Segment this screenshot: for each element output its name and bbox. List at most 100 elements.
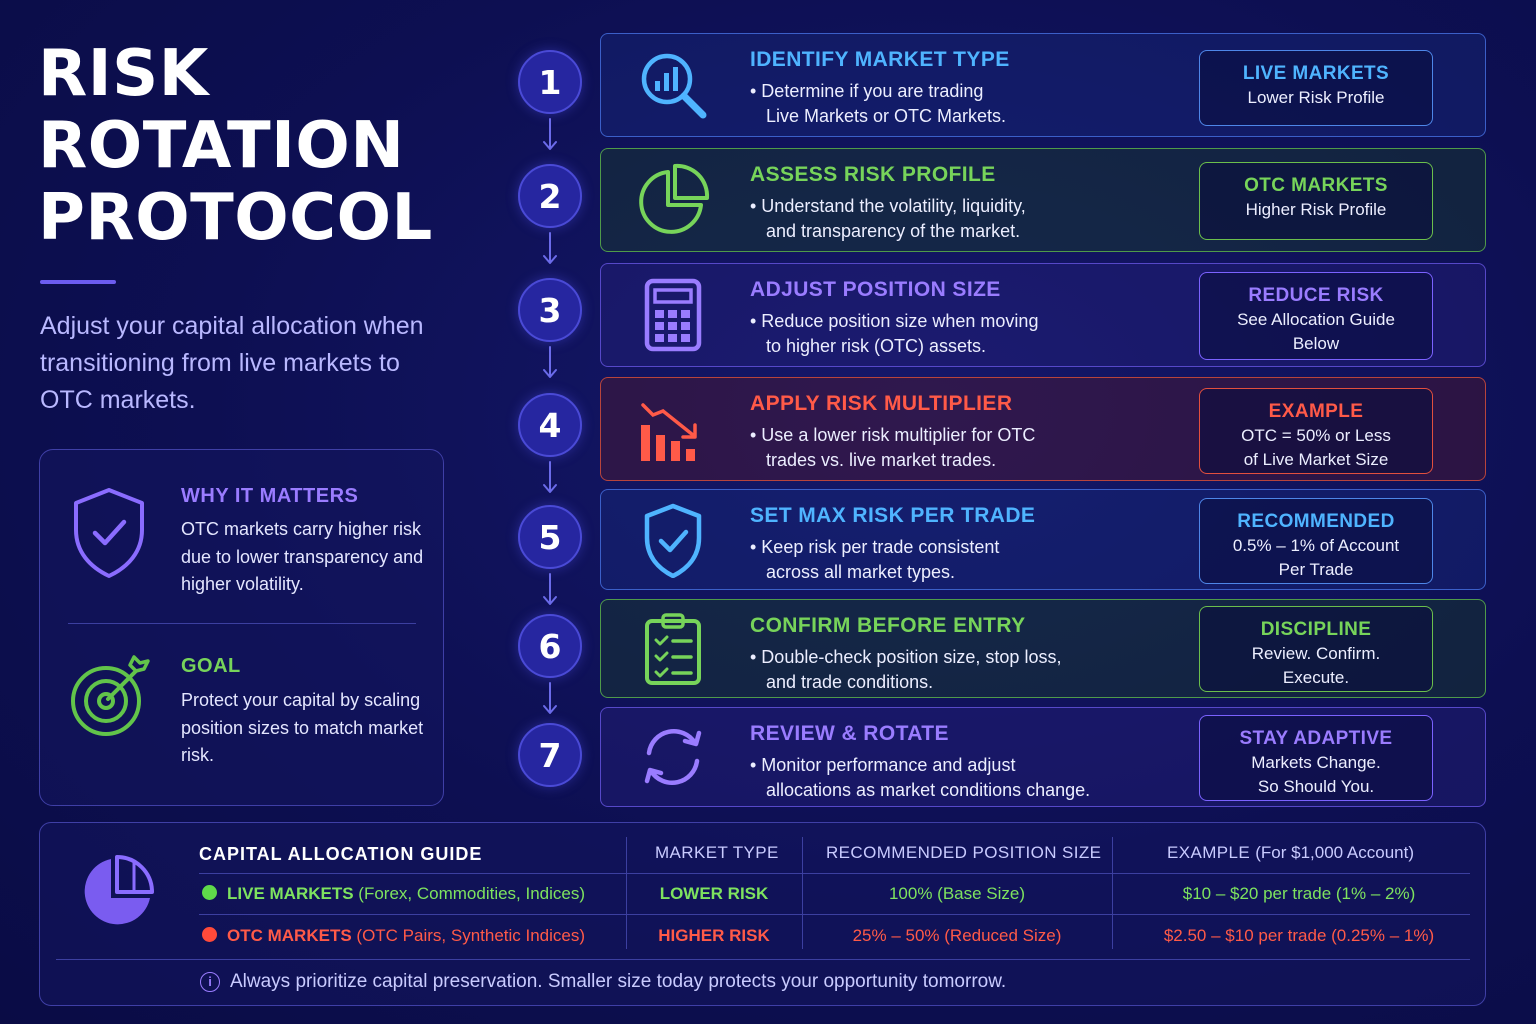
step-tag-line: Lower Risk Profile (1247, 88, 1385, 107)
step-description: • Use a lower risk multiplier for OTC tr… (750, 425, 1036, 470)
step-tag: DISCIPLINE Review. Confirm. Execute. (1199, 606, 1433, 692)
step-description: • Understand the volatility, liquidity, … (750, 196, 1026, 241)
info-card: WHY IT MATTERS OTC markets carry higher … (39, 449, 444, 806)
table-cell-otc-example: $2.50 – $10 per trade (0.25% – 1%) (1163, 926, 1435, 945)
step-title: IDENTIFY MARKET TYPE (750, 48, 1010, 71)
step-tag-line: See Allocation Guide (1237, 310, 1395, 329)
down-arrow-icon (543, 118, 557, 150)
step-tag-line: Per Trade (1278, 560, 1354, 579)
magnifier-chart-icon (641, 53, 707, 119)
header-example: EXAMPLE (For $1,000 Account) (1167, 843, 1414, 863)
table-cell-otc-market-type: HIGHER RISK (658, 926, 770, 945)
info-card-divider (68, 623, 416, 624)
step-tag: STAY ADAPTIVE Markets Change. So Should Y… (1199, 715, 1433, 801)
step-tag-line: Review. Confirm. (1251, 644, 1381, 663)
step-title: REVIEW & ROTATE (750, 722, 949, 745)
step-tag: LIVE MARKETS Lower Risk Profile (1199, 50, 1433, 126)
step-number-4: 4 (518, 393, 582, 457)
step-description: • Keep risk per trade consistent across … (750, 537, 1000, 582)
title-line-3: PROTOCOL (38, 181, 433, 255)
step-card-identify-market-type: IDENTIFY MARKET TYPE • Determine if you … (600, 33, 1486, 137)
step-number-5: 5 (518, 505, 582, 569)
step-description: • Monitor performance and adjust allocat… (750, 755, 1091, 800)
guide-title: CAPITAL ALLOCATION GUIDE (199, 844, 483, 864)
table-row-otc-label: OTC MARKETS (OTC Pairs, Synthetic Indice… (202, 926, 585, 946)
step-title: SET MAX RISK PER TRADE (750, 504, 1036, 527)
green-status-dot (202, 885, 217, 900)
down-arrow-icon (543, 461, 557, 493)
step-tag-line: Execute. (1282, 668, 1350, 687)
header-example-suffix: (For $1,000 Account) (1255, 843, 1415, 862)
step-tag-title: REDUCE RISK (1248, 285, 1384, 306)
column-divider (802, 837, 803, 949)
why-it-matters-title: WHY IT MATTERS (181, 485, 359, 507)
step-tag-line: OTC = 50% or Less (1241, 426, 1391, 445)
capital-allocation-guide: CAPITAL ALLOCATION GUIDE MARKET TYPE REC… (39, 822, 1486, 1006)
step-card-apply-risk-multiplier: APPLY RISK MULTIPLIER • Use a lower risk… (600, 377, 1486, 481)
row-divider (199, 914, 1470, 915)
guide-footnote: i Always prioritize capital preservation.… (200, 971, 1006, 993)
pie-chart-icon (639, 163, 710, 234)
step-tag-line: 0.5% – 1% of Account (1232, 536, 1400, 555)
header-example-label: EXAMPLE (1167, 843, 1251, 862)
red-status-dot (202, 927, 217, 942)
step-title: CONFIRM BEFORE ENTRY (750, 614, 1026, 637)
target-arrow-icon (71, 655, 150, 736)
row-divider (56, 959, 1470, 960)
step-tag-title: EXAMPLE (1268, 401, 1364, 422)
rotate-arrows-icon (644, 728, 702, 786)
shield-check-icon (74, 488, 144, 578)
step-tag-line: of Live Market Size (1243, 450, 1389, 469)
title-line-1: RISK (38, 37, 209, 111)
step-tag-line: Higher Risk Profile (1245, 200, 1387, 219)
step-card-assess-risk-profile: ASSESS RISK PROFILE • Understand the vol… (600, 148, 1486, 252)
step-title: APPLY RISK MULTIPLIER (750, 392, 1013, 415)
shield-check-icon (644, 503, 702, 578)
step-card-set-max-risk-per-trade: SET MAX RISK PER TRADE • Keep risk per t… (600, 489, 1486, 590)
step-tag-line: So Should You. (1257, 777, 1375, 796)
title-underline (40, 280, 116, 284)
step-description: • Reduce position size when moving to hi… (750, 311, 1039, 356)
info-icon: i (200, 972, 220, 992)
step-title: ASSESS RISK PROFILE (750, 163, 996, 186)
row-divider (199, 873, 1470, 874)
step-card-confirm-before-entry: CONFIRM BEFORE ENTRY • Double-check posi… (600, 599, 1486, 698)
step-tag-title: OTC MARKETS (1244, 175, 1388, 196)
table-row-live-label: LIVE MARKETS (Forex, Commodities, Indice… (202, 884, 585, 904)
why-it-matters-text: OTC markets carry higher risk due to low… (181, 519, 424, 594)
title-line-2: ROTATION (38, 109, 405, 183)
step-tag: RECOMMENDED 0.5% – 1% of Account Per Trad… (1199, 498, 1433, 584)
table-cell-otc-position-size: 25% – 50% (Reduced Size) (852, 926, 1062, 945)
pie-chart-icon (84, 855, 154, 925)
step-tag-line: Below (1292, 334, 1340, 353)
step-description: • Double-check position size, stop loss,… (750, 647, 1062, 692)
step-tag-title: DISCIPLINE (1260, 619, 1372, 640)
step-description: • Determine if you are trading Live Mark… (750, 81, 1007, 126)
down-arrow-icon (543, 682, 557, 714)
page-title: RISK ROTATION PROTOCOL (38, 38, 433, 254)
step-number-7: 7 (518, 723, 582, 787)
down-arrow-icon (543, 232, 557, 264)
step-number-2: 2 (518, 164, 582, 228)
table-cell-live-position-size: 100% (Base Size) (888, 884, 1026, 903)
step-tag: OTC MARKETS Higher Risk Profile (1199, 162, 1433, 240)
guide-note-text: Always prioritize capital preservation. … (230, 971, 1007, 992)
step-tag: REDUCE RISK See Allocation Guide Below (1199, 272, 1433, 360)
clipboard-checklist-icon (645, 612, 701, 685)
goal-title: GOAL (181, 655, 241, 677)
step-number-6: 6 (518, 614, 582, 678)
step-tag-title: RECOMMENDED (1237, 511, 1395, 532)
down-arrow-icon (543, 573, 557, 605)
header-position-size: RECOMMENDED POSITION SIZE (826, 843, 1102, 862)
step-card-review-rotate: REVIEW & ROTATE • Monitor performance an… (600, 707, 1486, 807)
column-divider (626, 837, 627, 949)
page-subtitle: Adjust your capital allocation when tran… (40, 312, 424, 414)
step-tag: EXAMPLE OTC = 50% or Less of Live Market … (1199, 388, 1433, 474)
down-arrow-icon (543, 346, 557, 378)
step-tag-title: STAY ADAPTIVE (1239, 728, 1393, 749)
column-divider (1112, 837, 1113, 949)
step-card-adjust-position-size: ADJUST POSITION SIZE • Reduce position s… (600, 263, 1486, 367)
goal-text: Protect your capital by scaling position… (181, 690, 424, 765)
header-market-type: MARKET TYPE (655, 843, 779, 862)
declining-bars-icon (641, 403, 697, 461)
